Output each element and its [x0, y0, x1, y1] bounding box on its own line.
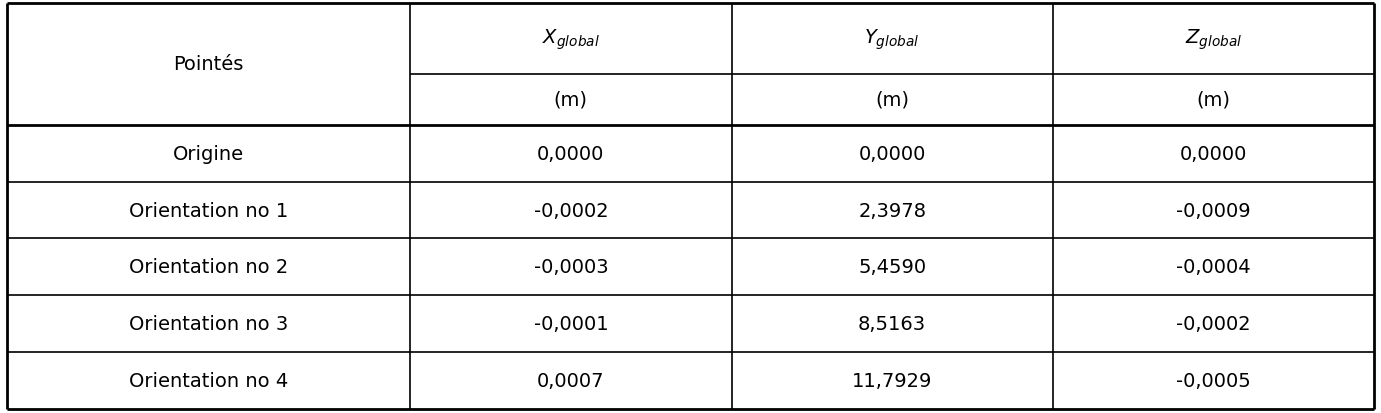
Bar: [1052, 239, 1374, 296]
Text: Orientation no 4: Orientation no 4: [128, 371, 289, 390]
Text: $Y_{global}$: $Y_{global}$: [865, 27, 920, 52]
Bar: [410, 126, 732, 182]
Text: -0,0004: -0,0004: [1177, 258, 1251, 277]
Text: 8,5163: 8,5163: [858, 314, 927, 333]
Text: 0,0000: 0,0000: [859, 145, 925, 164]
Text: -0,0005: -0,0005: [1177, 371, 1251, 390]
Text: 0,0000: 0,0000: [1179, 145, 1247, 164]
Bar: [7, 239, 410, 296]
Bar: [1052, 75, 1374, 126]
Bar: [1052, 4, 1374, 75]
Bar: [732, 352, 1052, 409]
Bar: [1052, 182, 1374, 239]
Text: (m): (m): [554, 91, 588, 110]
Text: Orientation no 3: Orientation no 3: [128, 314, 289, 333]
Text: Origine: Origine: [173, 145, 244, 164]
Bar: [410, 352, 732, 409]
Bar: [7, 296, 410, 352]
Text: 5,4590: 5,4590: [858, 258, 927, 277]
Bar: [1052, 126, 1374, 182]
Text: -0,0002: -0,0002: [1177, 314, 1251, 333]
Text: (m): (m): [876, 91, 909, 110]
Bar: [410, 182, 732, 239]
Bar: [1052, 296, 1374, 352]
Bar: [732, 296, 1052, 352]
Bar: [7, 352, 410, 409]
Text: 0,0000: 0,0000: [537, 145, 605, 164]
Text: -0,0003: -0,0003: [533, 258, 608, 277]
Text: 2,3978: 2,3978: [858, 201, 927, 220]
Bar: [732, 182, 1052, 239]
Text: 11,7929: 11,7929: [852, 371, 932, 390]
Bar: [732, 239, 1052, 296]
Text: $Z_{global}$: $Z_{global}$: [1185, 27, 1242, 52]
Bar: [410, 75, 732, 126]
Bar: [7, 4, 410, 126]
Bar: [7, 126, 410, 182]
Text: $X_{global}$: $X_{global}$: [541, 27, 599, 52]
Bar: [1052, 352, 1374, 409]
Bar: [410, 239, 732, 296]
Text: 0,0007: 0,0007: [537, 371, 605, 390]
Text: -0,0001: -0,0001: [533, 314, 608, 333]
Bar: [732, 4, 1052, 75]
Text: (m): (m): [1196, 91, 1230, 110]
Text: Pointés: Pointés: [174, 55, 244, 74]
Text: -0,0009: -0,0009: [1177, 201, 1251, 220]
Bar: [7, 182, 410, 239]
Text: -0,0002: -0,0002: [533, 201, 608, 220]
Bar: [410, 296, 732, 352]
Bar: [410, 4, 732, 75]
Text: Orientation no 1: Orientation no 1: [128, 201, 289, 220]
Bar: [732, 75, 1052, 126]
Bar: [732, 126, 1052, 182]
Text: Orientation no 2: Orientation no 2: [128, 258, 289, 277]
